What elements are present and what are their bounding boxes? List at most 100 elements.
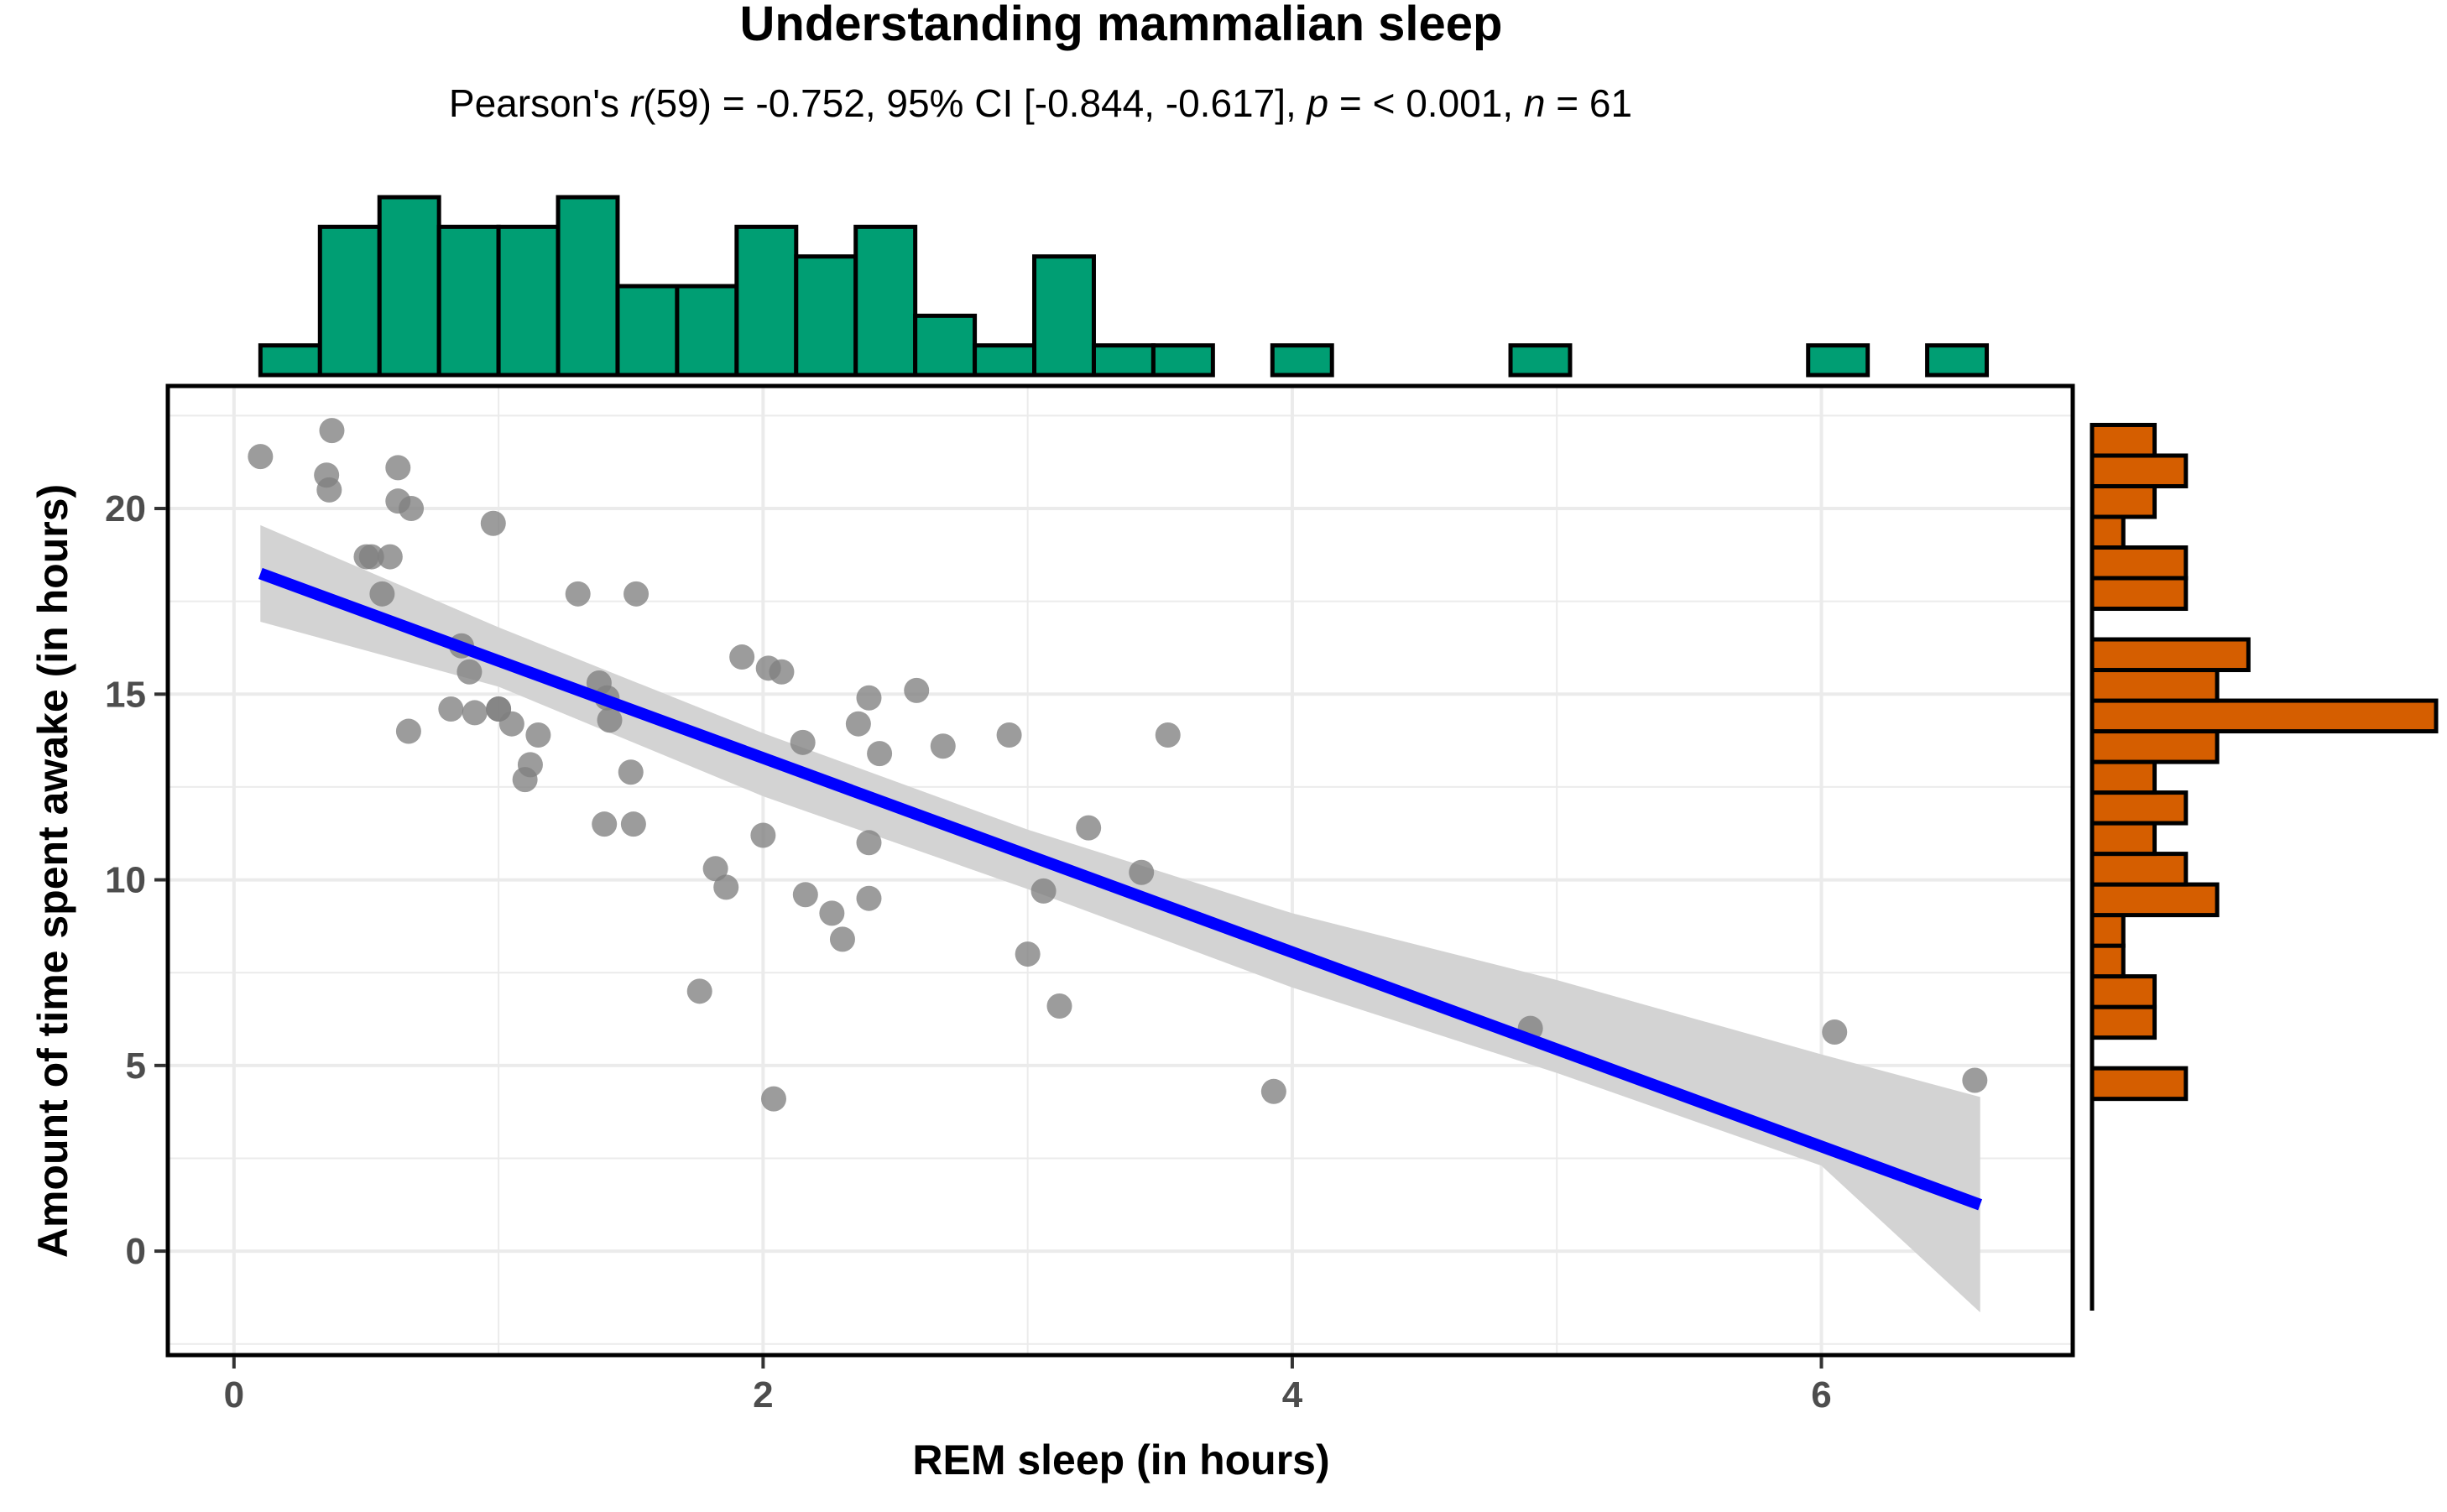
data-point — [1962, 1067, 1988, 1093]
right-histogram-bar — [2090, 483, 2157, 519]
data-point — [592, 811, 618, 837]
top-histogram-bar — [377, 195, 441, 378]
data-point — [623, 581, 650, 607]
right-histogram-bar — [2090, 882, 2220, 918]
right-histogram-bar — [2090, 514, 2126, 550]
top-histogram-bar — [556, 195, 620, 378]
top-histogram-bar — [853, 224, 918, 378]
top-histogram-bar — [1150, 343, 1215, 378]
data-point — [867, 741, 893, 767]
data-point — [1129, 859, 1155, 885]
data-point — [438, 696, 464, 722]
data-point — [399, 496, 425, 522]
data-point — [620, 811, 646, 837]
scatter-points — [248, 418, 1988, 1112]
right-histogram-bar — [2090, 790, 2189, 826]
top-histogram-bar — [1032, 254, 1096, 378]
plot-panel — [165, 383, 2075, 1358]
right-histogram-bar — [2090, 576, 2189, 612]
data-point — [856, 885, 882, 911]
y-axis-title: Amount of time spent awake (in hours) — [29, 484, 76, 1258]
data-point — [790, 729, 816, 755]
data-point — [819, 900, 845, 926]
data-point — [713, 874, 739, 900]
x-tick-label: 4 — [1282, 1374, 1303, 1416]
y-axis-ticks: 0 5 10 15 20 — [105, 488, 166, 1272]
data-point — [996, 722, 1022, 748]
right-histogram-bar — [2090, 545, 2189, 581]
data-point — [525, 722, 551, 748]
top-histogram-bar — [1925, 343, 1990, 378]
data-point — [462, 700, 488, 726]
data-point — [750, 822, 776, 848]
data-point — [1046, 993, 1072, 1019]
right-histogram-bar — [2090, 852, 2189, 887]
right-marginal-histogram — [2090, 422, 2439, 1311]
right-histogram-bar — [2090, 943, 2126, 979]
data-point — [845, 711, 871, 737]
data-point — [856, 685, 882, 711]
data-point — [930, 733, 956, 759]
data-point — [729, 644, 755, 670]
data-point — [686, 978, 712, 1004]
top-histogram-bar — [675, 284, 739, 378]
right-histogram-bar — [2090, 974, 2157, 1009]
data-point — [385, 455, 411, 481]
data-point — [319, 418, 345, 444]
top-histogram-bar — [436, 224, 501, 378]
x-axis-ticks: 0 2 4 6 — [224, 1357, 1832, 1416]
panel-border — [165, 383, 2075, 1358]
right-histogram-bar — [2090, 422, 2157, 458]
data-point — [565, 581, 591, 607]
y-tick-label: 15 — [105, 674, 146, 715]
top-histogram-bar — [734, 224, 799, 378]
right-histogram-bar — [2090, 668, 2220, 703]
y-tick-label: 0 — [126, 1231, 146, 1272]
data-point — [316, 477, 342, 503]
data-point — [904, 677, 930, 703]
data-point — [1155, 722, 1181, 748]
right-histogram-bar — [2090, 1004, 2157, 1040]
confidence-band — [260, 524, 1980, 1313]
x-axis-title: REM sleep (in hours) — [912, 1436, 1329, 1483]
chart-title: Understanding mammalian sleep — [740, 0, 1503, 51]
top-histogram-bar — [973, 343, 1037, 378]
data-point — [760, 1086, 786, 1112]
x-tick-label: 6 — [1811, 1374, 1831, 1416]
data-point — [486, 696, 512, 722]
data-point — [792, 882, 818, 908]
right-histogram-bar — [2090, 821, 2157, 857]
data-point — [480, 510, 506, 536]
data-point — [1030, 878, 1057, 904]
x-tick-label: 2 — [753, 1374, 773, 1416]
data-point — [395, 718, 421, 744]
top-histogram-bar — [496, 224, 561, 378]
data-point — [597, 707, 623, 733]
data-point — [248, 444, 274, 470]
data-point — [702, 856, 728, 882]
y-tick-label: 10 — [105, 860, 146, 901]
data-point — [517, 752, 543, 778]
y-tick-label: 5 — [126, 1045, 146, 1087]
right-histogram-bar — [2090, 637, 2251, 673]
data-point — [1076, 815, 1102, 841]
right-histogram-bar — [2090, 1066, 2189, 1102]
data-point — [377, 544, 403, 570]
data-point — [369, 581, 395, 607]
top-marginal-histogram — [258, 195, 1990, 378]
data-point — [1015, 941, 1041, 967]
data-point — [457, 659, 483, 685]
data-point — [856, 830, 882, 856]
data-point — [618, 759, 644, 785]
top-histogram-bar — [1270, 343, 1334, 378]
data-point — [1822, 1019, 1848, 1045]
top-histogram-bar — [258, 343, 322, 378]
data-point — [358, 544, 384, 570]
top-histogram-bar — [615, 284, 680, 378]
right-histogram-bar — [2090, 729, 2220, 764]
regression-line — [258, 567, 1983, 1211]
right-histogram-bar — [2090, 759, 2157, 795]
right-histogram-bar — [2090, 453, 2189, 488]
data-point — [1260, 1078, 1286, 1104]
